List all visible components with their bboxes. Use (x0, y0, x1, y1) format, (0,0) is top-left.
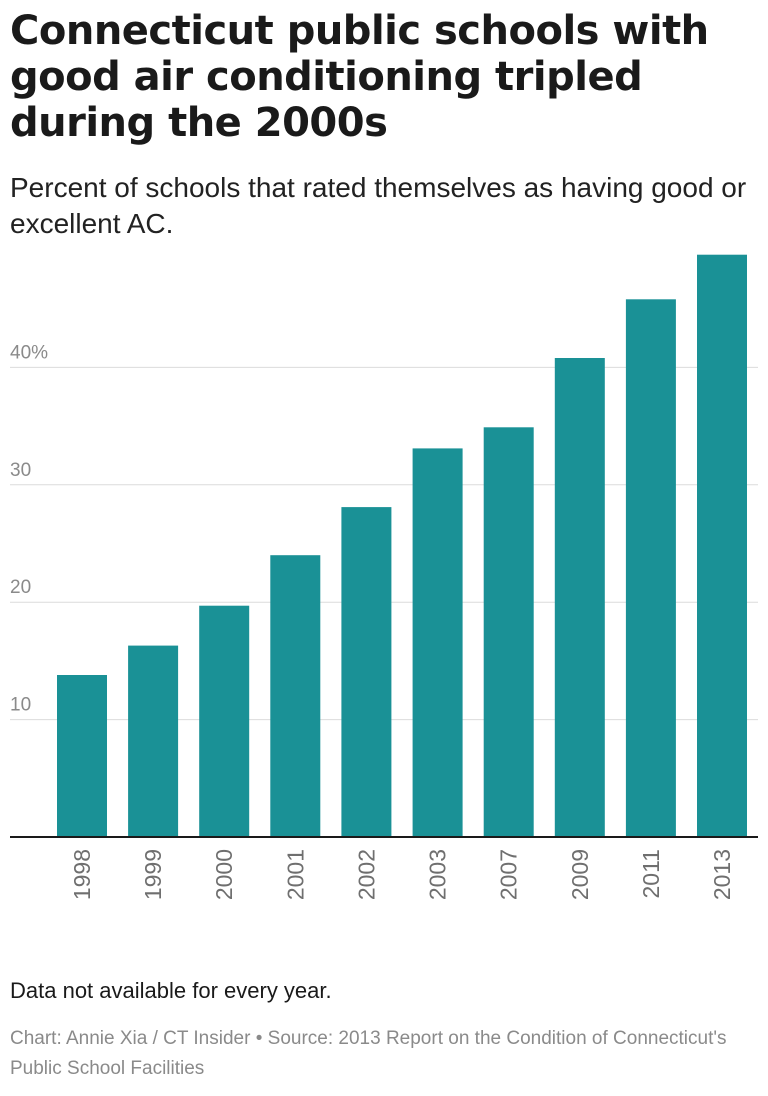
bar-2013 (697, 254, 747, 837)
bar-2000 (199, 605, 250, 837)
bar-2001 (270, 555, 321, 837)
category-label-2000: 2000 (211, 849, 237, 900)
bar-2003 (412, 448, 463, 837)
category-label-2013: 2013 (709, 849, 735, 900)
y-tick-label: 30 (10, 460, 31, 481)
category-label-2007: 2007 (496, 849, 522, 900)
category-labels: 1998 1999 2000 2001 2002 2003 2007 2009 2011 2013 (69, 849, 735, 900)
chart-subtitle: Percent of schools that rated themselves… (10, 172, 747, 239)
category-label-1998: 1998 (69, 849, 95, 900)
category-label-2002: 2002 (353, 849, 379, 900)
category-label-1999: 1999 (140, 849, 166, 900)
y-tick-label: 40% (10, 342, 48, 363)
category-label-2001: 2001 (282, 849, 308, 900)
y-tick-label: 20 (10, 577, 31, 598)
y-tick-label: 10 (10, 695, 31, 716)
bar-2011 (625, 299, 676, 837)
bar-1998 (57, 675, 107, 837)
chart-credit: Chart: Annie Xia / CT Insider • Source: … (10, 1028, 727, 1079)
category-label-2009: 2009 (567, 849, 593, 900)
category-label-2011: 2011 (638, 849, 664, 898)
bars (57, 254, 747, 837)
bar-2007 (483, 427, 534, 837)
bar-2009 (554, 358, 605, 837)
category-label-2003: 2003 (425, 849, 451, 900)
bar-2002 (341, 507, 392, 837)
chart-note: Data not available for every year. (10, 978, 332, 1003)
bar-chart: 10 20 30 40% 1998 1999 2000 2001 2002 2003 2007 20… (10, 254, 758, 900)
bar-1999 (128, 645, 179, 837)
chart-title: Connecticut public schools with good air… (10, 8, 709, 146)
